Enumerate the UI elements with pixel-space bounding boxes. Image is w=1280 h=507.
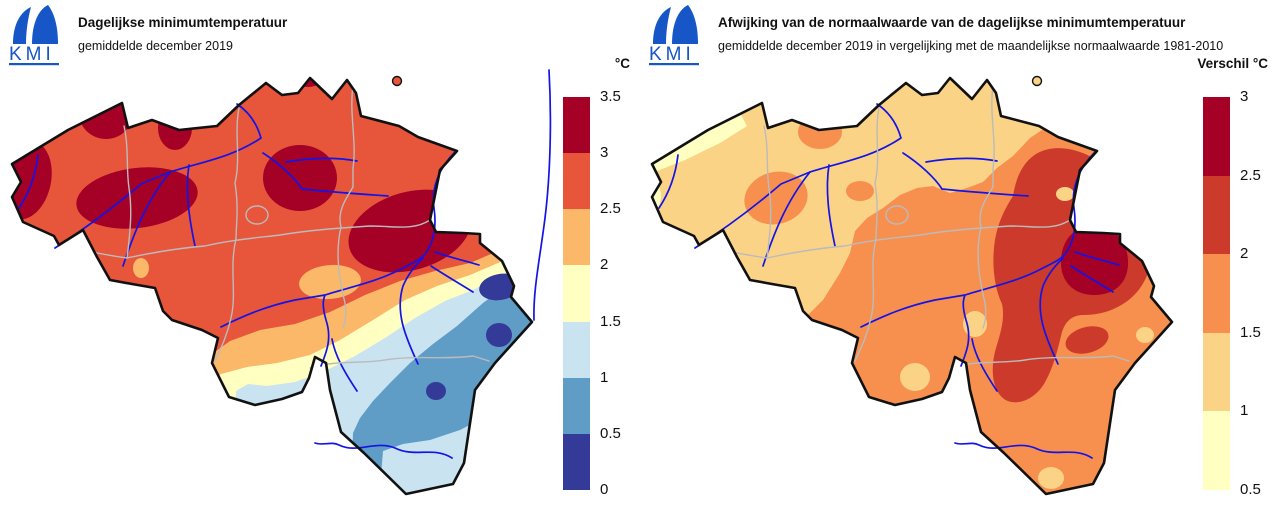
river-outside-border: [533, 69, 552, 321]
kmi-logo: KMI: [9, 5, 59, 66]
colorbar-segment: [563, 321, 590, 378]
colorbar-bar: [1203, 97, 1230, 490]
colorbar-tick-label: 2.5: [1240, 166, 1261, 184]
colorbar-segment: [563, 377, 590, 434]
anomaly-regions: [652, 78, 1172, 494]
min-temperature-map: [10, 69, 552, 496]
colorbar-tick-label: 2: [1240, 245, 1249, 263]
temperature-regions: [12, 78, 532, 494]
colorbar-tick-label: 0: [600, 481, 609, 498]
colorbar-segment: [1203, 411, 1230, 490]
kmi-logo-mark-icon: [13, 7, 31, 44]
right-map-title: Afwijking van de normaalwaarde van de da…: [718, 15, 1186, 30]
left-panel-header: Dagelijkse minimumtemperatuur gemiddelde…: [78, 15, 287, 53]
kmi-logo: KMI: [649, 5, 699, 66]
right-panel-header: Afwijking van de normaalwaarde van de da…: [718, 15, 1223, 53]
colorbar-segment: [563, 433, 590, 490]
right-legend-unit: Verschil °C: [1197, 56, 1268, 71]
colorbar-segment: [1203, 175, 1230, 255]
baarle-enclave: [1031, 75, 1043, 87]
kmi-logo-mark-icon: [653, 7, 671, 44]
colorbar-tick-label: 2: [600, 256, 609, 274]
colorbar-tick-label: 0.5: [1240, 481, 1261, 498]
left-map-title: Dagelijkse minimumtemperatuur: [78, 15, 288, 30]
colorbar-tick-label: 3.5: [600, 88, 621, 105]
left-legend-unit: °C: [614, 56, 630, 71]
colorbar-tick-label: 1.5: [600, 312, 621, 330]
colorbar-segment: [1203, 97, 1230, 176]
colorbar-segment: [563, 209, 590, 266]
colorbar-tick-label: 1: [1240, 402, 1249, 420]
colorbar-segment: [563, 97, 590, 154]
colorbar-tick-label: 3: [1240, 88, 1249, 105]
colorbar-anomaly: 3 2.5 2 1.5 1 0.5: [1203, 88, 1273, 498]
right-map-subtitle: gemiddelde december 2019 in vergelijking…: [718, 39, 1224, 53]
left-map-subtitle: gemiddelde december 2019: [78, 39, 233, 53]
colorbar-segment: [563, 265, 590, 322]
kmi-logo-text: KMI: [649, 44, 695, 65]
kmi-logo-text: KMI: [9, 44, 55, 65]
colorbar-tick-label: 0.5: [600, 424, 621, 442]
colorbar-tick-label: 1.5: [1240, 323, 1261, 341]
colorbar-tick-label: 3: [600, 144, 609, 162]
colorbar-bar: [563, 97, 590, 490]
colorbar-segment: [1203, 254, 1230, 333]
colorbar-tick-label: 1: [600, 368, 609, 386]
colorbar-tick-label: 2.5: [600, 200, 621, 218]
colorbar-segment: [563, 153, 590, 210]
temperature-anomaly-map: [650, 75, 1174, 496]
baarle-enclave: [391, 75, 403, 87]
colorbar-segment: [1203, 332, 1230, 412]
colorbar-temperature: 3.5 3 2.5 2 1.5 1 0.5 0: [563, 88, 633, 498]
